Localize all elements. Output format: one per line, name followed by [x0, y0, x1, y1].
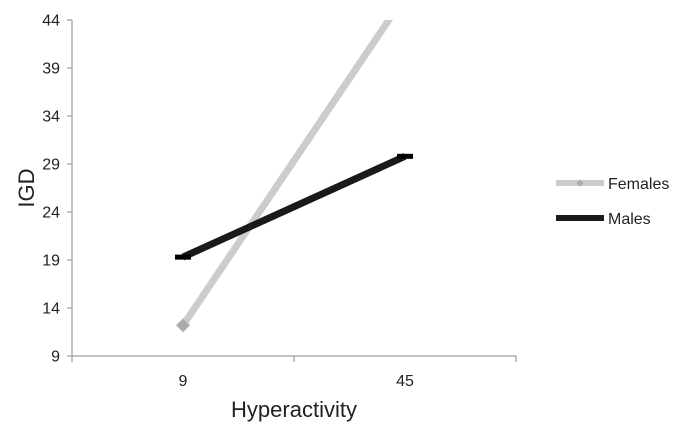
legend-label-females: Females	[608, 176, 669, 193]
y-axis-title: IGD	[14, 168, 39, 207]
y-tick-label: 29	[42, 157, 60, 174]
series-line-females	[180, 20, 394, 328]
y-tick-label: 19	[42, 253, 60, 270]
y-tick-label: 39	[42, 61, 60, 78]
y-tick-label: 24	[42, 205, 60, 222]
x-tick-label: 9	[179, 373, 188, 390]
y-tick-label: 34	[42, 109, 60, 126]
axes	[71, 20, 516, 357]
legend: Females Males	[556, 176, 669, 228]
y-tick-label: 9	[51, 349, 60, 366]
data-point-males	[397, 153, 413, 159]
y-ticks: 9 14 19 24 29 34 39 44	[42, 13, 72, 366]
legend-label-males: Males	[608, 211, 651, 228]
legend-marker-females	[576, 179, 584, 187]
series-layer	[175, 0, 413, 333]
data-point-females	[175, 318, 191, 333]
series-line-males	[181, 153, 407, 261]
data-point-males	[175, 254, 191, 260]
x-ticks: 9 45	[71, 356, 517, 390]
x-axis-title: Hyperactivity	[231, 397, 357, 422]
y-tick-label: 44	[42, 13, 60, 30]
data-point-females	[399, 0, 412, 3]
y-tick-label: 14	[42, 301, 60, 318]
x-tick-label: 45	[396, 373, 414, 390]
